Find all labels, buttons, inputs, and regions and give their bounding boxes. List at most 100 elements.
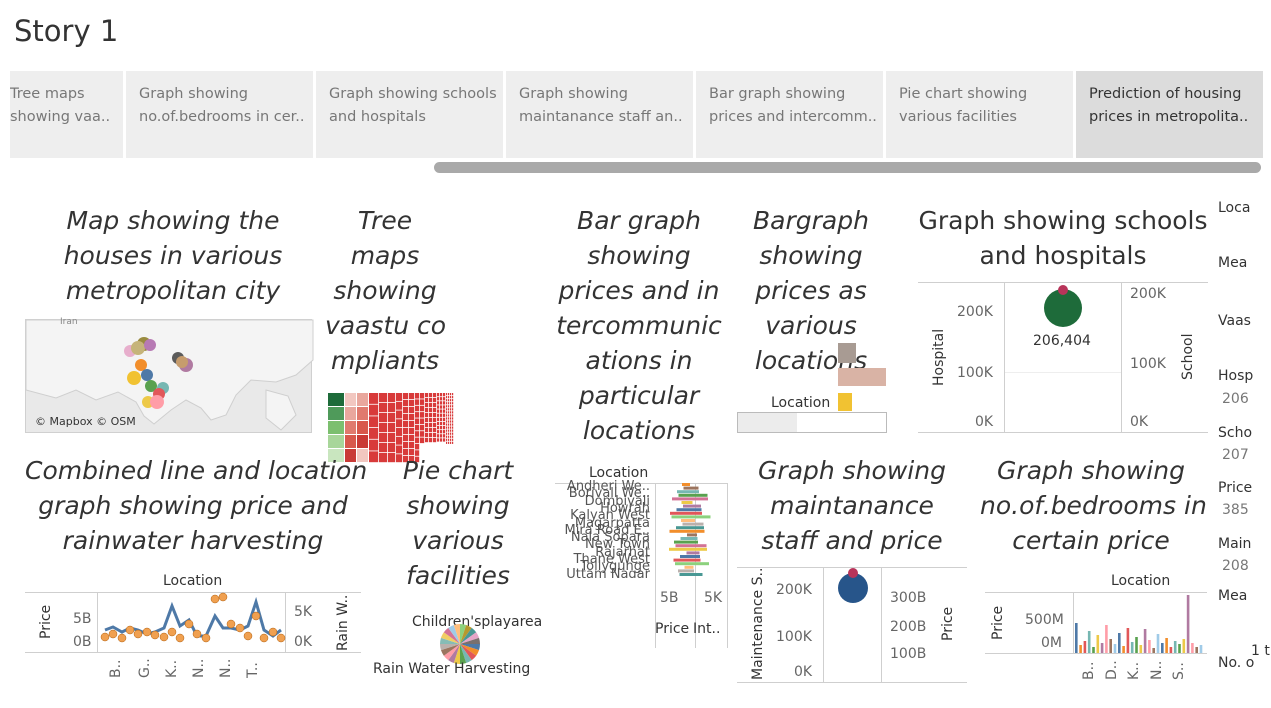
treemap-tile — [452, 420, 454, 423]
title-line: particular — [578, 381, 700, 410]
treemap-tile — [440, 397, 443, 401]
treemap-tile — [452, 426, 454, 429]
tab-label: prices in metropolita.. — [1089, 109, 1249, 125]
treemap-tile — [450, 417, 452, 420]
treemap-tile — [446, 435, 448, 438]
sidebar-item-label: Loca — [1218, 200, 1251, 216]
treemap-tile — [425, 428, 429, 433]
tab-pie-chart[interactable]: Pie chart showing various facilities — [886, 71, 1073, 158]
treemap-tile — [448, 402, 450, 405]
treemap-tile — [420, 393, 425, 399]
maint-y2-tick: 200B — [890, 619, 927, 635]
loc-name: Mira Road E.. — [564, 522, 650, 538]
loc-bar — [681, 501, 693, 504]
treemap-tile — [437, 393, 440, 397]
maint-price-label: Price — [940, 606, 956, 641]
bed-bar-chart[interactable] — [1075, 592, 1207, 653]
bed-bar — [1092, 647, 1095, 653]
pie-chart[interactable] — [439, 623, 481, 665]
bar2-scrollbar[interactable] — [737, 412, 887, 433]
treemap-tile — [328, 407, 344, 420]
loc-bar — [684, 565, 694, 569]
treemap-tile — [450, 423, 452, 426]
bar2-bar[interactable] — [838, 343, 856, 363]
loc-name: Rajarhat — [595, 544, 650, 560]
combined-rain-label: Rain W.. — [335, 594, 351, 651]
treemap-tile — [448, 426, 450, 429]
sidebar-item-label: No. o — [1218, 655, 1255, 671]
bed-bar — [1075, 623, 1078, 653]
loc-bar — [686, 551, 700, 555]
tab-schools-hospitals[interactable]: Graph showing schools and hospitals — [316, 71, 503, 158]
title-line: tercommunic — [556, 311, 722, 340]
treemap-tile — [433, 418, 437, 423]
treemap-tile — [345, 435, 356, 448]
treemap-tile — [409, 442, 415, 449]
loc-bar — [669, 547, 707, 551]
treemap-tile — [443, 401, 446, 405]
pie-slice — [443, 627, 460, 644]
title-line: showing — [587, 241, 691, 270]
treemap-tile — [446, 417, 448, 420]
schools-bubble[interactable] — [1040, 283, 1086, 329]
combined-line-chart[interactable] — [100, 592, 286, 652]
title-line: houses in various — [63, 241, 283, 270]
treemap-tile — [452, 417, 454, 420]
tab-bedrooms[interactable]: Graph showing no.of.bedrooms in cer.. — [126, 71, 313, 158]
treemap-tile — [403, 442, 409, 449]
treemap-tile — [450, 420, 452, 423]
loc-name: New Town — [584, 537, 650, 553]
treemap-tile — [450, 402, 452, 405]
loc-bar-chart[interactable] — [660, 483, 728, 578]
title-line: Tree — [357, 206, 413, 235]
tab-label: Prediction of housing — [1089, 86, 1242, 102]
tab-prediction[interactable]: Prediction of housing prices in metropoli… — [1076, 71, 1263, 158]
tab-bar-graph[interactable]: Bar graph showing prices and intercomm.. — [696, 71, 883, 158]
treemap-tile — [440, 417, 443, 422]
treemap-tile — [440, 434, 443, 438]
bar2-bar[interactable] — [838, 393, 852, 411]
bar2-bar[interactable] — [838, 368, 886, 386]
treemap-tile — [450, 426, 452, 429]
title-line: various — [412, 526, 504, 555]
treemap-chart[interactable] — [328, 393, 454, 463]
treemap-tile — [429, 393, 433, 398]
tabs-scrollbar[interactable] — [434, 162, 1261, 173]
loc-bar — [673, 558, 701, 562]
pie-slice — [460, 644, 467, 664]
treemap-tile — [443, 405, 446, 409]
bed-location-label: Location — [1111, 573, 1171, 589]
tab-label: Graph showing schools — [329, 86, 497, 102]
treemap-tile — [425, 403, 429, 408]
maint-bubble[interactable] — [836, 567, 870, 607]
combined-y1-tick: 0B — [73, 634, 92, 650]
treemap-tile — [409, 400, 415, 407]
treemap-tile — [433, 433, 437, 438]
combined-location-label: Location — [163, 573, 223, 589]
bar2-scroll-thumb[interactable] — [738, 413, 797, 432]
treemap-tile — [415, 424, 420, 431]
treemap-tile — [440, 393, 443, 397]
bed-bar — [1199, 645, 1203, 653]
tab-tree-maps[interactable]: Tree maps showing vaa.. — [10, 71, 123, 158]
pie-slice — [460, 644, 477, 661]
treemap-tile — [437, 405, 440, 409]
treemap-tile — [420, 418, 425, 425]
schools-hospital-label: Hospital — [931, 328, 947, 386]
treemap-tile — [448, 441, 450, 444]
loc-price-label: Price — [655, 621, 690, 637]
treemap-tile — [403, 428, 409, 435]
loc-names: Andheri We.. Borivali We.. Dombivali Howrah… — [556, 480, 652, 578]
treemap-tile — [452, 411, 454, 414]
tab-label: prices and intercomm.. — [709, 109, 877, 125]
tab-maintenance[interactable]: Graph showing maintanance staff an.. — [506, 71, 693, 158]
treemap-tile — [388, 443, 396, 453]
treemap-tile — [448, 408, 450, 411]
treemap-tile — [388, 413, 396, 423]
map-view[interactable]: Iran © Mapbox © OSM — [25, 317, 314, 433]
pie-label-rainwater: Rain Water Harvesting — [373, 661, 531, 677]
treemap-tile — [415, 450, 420, 456]
treemap-tile — [429, 408, 433, 413]
title-line: ations in — [585, 346, 693, 375]
